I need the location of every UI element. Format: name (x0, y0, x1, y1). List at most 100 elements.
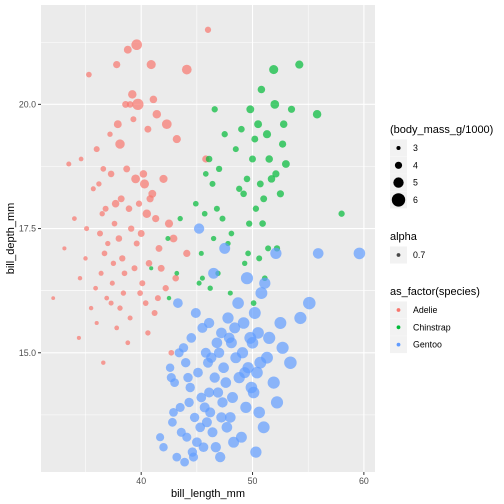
data-point-chinstrap (276, 190, 285, 198)
x-tick-label: 60 (359, 476, 369, 486)
data-point-chinstrap (246, 105, 255, 114)
data-point-adelie (130, 116, 137, 123)
data-point-adelie (51, 296, 56, 301)
data-point-adelie (83, 256, 88, 261)
data-point-gentoo (270, 247, 282, 260)
data-point-adelie (84, 226, 90, 232)
x-tick-label: 40 (136, 476, 146, 486)
data-point-chinstrap (312, 110, 322, 119)
data-point-chinstrap (177, 215, 183, 222)
legend-size-key (393, 177, 404, 188)
data-point-adelie (135, 200, 143, 207)
data-point-chinstrap (238, 125, 245, 133)
data-point-chinstrap (265, 155, 273, 163)
data-point-gentoo (180, 457, 189, 467)
data-point-chinstrap (165, 235, 171, 242)
data-point-chinstrap (269, 65, 279, 75)
data-point-gentoo (270, 396, 284, 409)
data-point-gentoo (183, 372, 193, 383)
data-point-gentoo (222, 312, 234, 324)
data-point-adelie (101, 250, 108, 257)
data-point-chinstrap (215, 165, 223, 173)
legend-size-keys: 3 4 5 6 (390, 139, 418, 209)
data-point-adelie (97, 230, 103, 237)
data-point-gentoo (220, 377, 232, 388)
data-point-gentoo (168, 417, 177, 427)
data-point-adelie (90, 186, 96, 192)
data-point-chinstrap (259, 220, 266, 227)
data-point-gentoo (165, 363, 175, 372)
data-point-chinstrap (257, 85, 266, 94)
data-point-gentoo (190, 307, 201, 319)
data-point-adelie (139, 280, 146, 287)
data-point-chinstrap (221, 131, 228, 138)
data-point-chinstrap (211, 106, 218, 113)
data-point-gentoo (215, 451, 226, 463)
data-point-gentoo (274, 317, 287, 329)
data-point-adelie (120, 290, 127, 296)
data-point-chinstrap (201, 210, 208, 217)
data-point-adelie (127, 315, 133, 321)
legend-size-label: 4 (413, 160, 418, 170)
data-points (51, 26, 366, 467)
data-point-gentoo (240, 272, 254, 285)
data-point-adelie (168, 349, 175, 356)
data-point-adelie (142, 300, 149, 306)
data-point-gentoo (213, 347, 225, 358)
data-point-adelie (108, 300, 114, 306)
legend-color-label: Adelie (413, 305, 438, 315)
data-point-chinstrap (199, 275, 205, 281)
data-point-adelie (125, 340, 131, 346)
data-point-adelie (132, 98, 144, 111)
data-point-gentoo (237, 317, 250, 329)
legend-size-key (391, 193, 406, 207)
data-point-chinstrap (213, 205, 220, 212)
x-axis-title: bill_length_mm (171, 488, 245, 500)
legend-alpha-title: alpha (390, 231, 418, 243)
data-point-adelie (99, 211, 105, 217)
data-point-adelie (125, 205, 133, 212)
y-tick-label: 17.5 (19, 224, 36, 234)
data-point-chinstrap (236, 185, 243, 192)
data-point-chinstrap (232, 146, 239, 153)
data-point-gentoo (189, 412, 200, 423)
data-point-adelie (162, 285, 169, 292)
data-point-adelie (183, 249, 191, 258)
data-point-adelie (76, 335, 81, 340)
data-point-gentoo (247, 386, 260, 399)
legend-size-label: 5 (413, 178, 418, 188)
data-point-chinstrap (254, 120, 263, 129)
data-point-adelie (114, 325, 120, 331)
data-point-gentoo (353, 247, 366, 260)
data-point-adelie (154, 295, 161, 302)
data-point-adelie (113, 60, 121, 69)
data-point-adelie (151, 310, 158, 316)
minor-gridlines (41, 5, 375, 472)
data-point-gentoo (175, 402, 185, 412)
data-point-gentoo (267, 376, 280, 389)
data-point-adelie (204, 26, 212, 33)
data-point-adelie (66, 161, 72, 167)
data-point-adelie (115, 235, 123, 242)
data-point-adelie (109, 280, 115, 286)
data-point-adelie (133, 240, 140, 247)
data-point-adelie (157, 264, 165, 272)
legend-color-key-gentoo (396, 342, 401, 347)
data-point-gentoo (251, 366, 263, 379)
data-point-chinstrap (245, 250, 251, 257)
data-point-adelie (123, 45, 132, 54)
data-point-adelie (146, 195, 154, 203)
x-axis: 40 50 60 (136, 472, 369, 486)
data-point-adelie (101, 360, 106, 365)
data-point-chinstrap (338, 210, 345, 217)
data-point-gentoo (210, 442, 221, 453)
data-point-chinstrap (242, 260, 248, 266)
data-point-adelie (119, 255, 126, 262)
data-point-adelie (149, 95, 158, 104)
data-point-gentoo (170, 378, 179, 387)
data-point-gentoo (192, 437, 202, 448)
data-point-gentoo (198, 442, 209, 453)
legend: (body_mass_g/1000) 3 4 5 6 alpha 0.7 as_fac… (390, 124, 493, 354)
data-point-adelie (139, 170, 148, 178)
data-point-chinstrap (166, 295, 172, 301)
